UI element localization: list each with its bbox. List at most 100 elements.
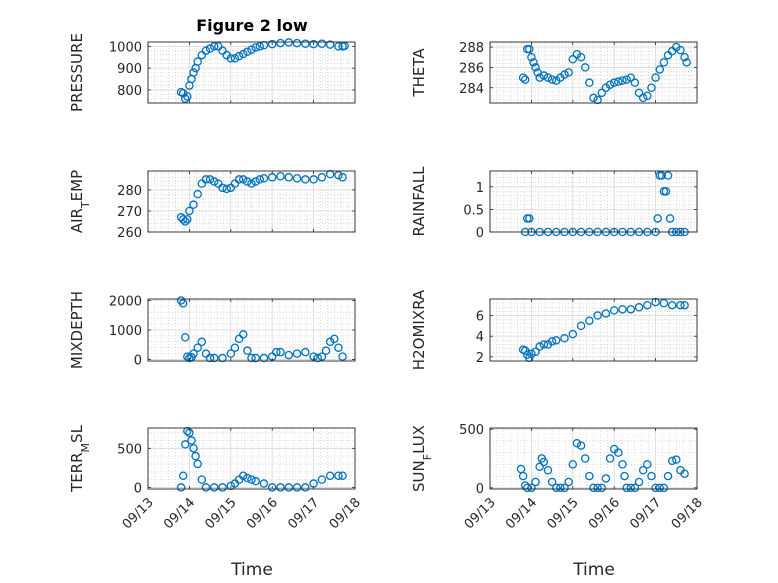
data-point (334, 42, 343, 51)
data-point (593, 311, 602, 320)
subplot-2: 284 286 288 THETA (410, 41, 698, 105)
y-tick-label: 0.5 (463, 203, 484, 218)
data-point (547, 477, 557, 487)
data-point (251, 476, 260, 486)
data-point (527, 349, 536, 359)
y-tick-label: 288 (459, 41, 484, 56)
axes-box (489, 427, 698, 490)
data-point (593, 95, 602, 105)
data-point (317, 475, 327, 484)
data-point (676, 300, 685, 310)
subplot-8: 0 500 09/13 09/14 09/15 09/16 09/17 09/18 SUNFLU… (410, 423, 706, 532)
data-point (676, 45, 685, 55)
data-point (601, 309, 611, 318)
data-point (176, 483, 186, 492)
data-point (539, 71, 549, 80)
data-point (334, 471, 343, 480)
data-point (622, 75, 631, 84)
data-point (605, 454, 615, 463)
x-tick-label: 09/13 (120, 495, 157, 532)
data-point (317, 352, 327, 361)
data-point (680, 53, 689, 62)
data-point (634, 88, 644, 98)
data-point (230, 54, 240, 63)
data-point (585, 471, 594, 481)
data-point (643, 300, 652, 310)
axes-box (489, 170, 698, 233)
data-point (609, 306, 619, 315)
data-point (226, 54, 236, 63)
y-tick-label: 900 (117, 62, 142, 77)
data-point (626, 73, 636, 82)
data-point (601, 474, 611, 483)
data-point (325, 471, 335, 480)
data-point (576, 321, 586, 331)
axes-box (489, 298, 698, 362)
data-point (284, 483, 294, 492)
data-point (643, 91, 652, 101)
data-point (657, 171, 667, 180)
data-point (525, 214, 534, 223)
y-axis-label: PRESSURE (68, 33, 86, 112)
data-point (243, 473, 252, 483)
subplot-7: 0 500 09/13 09/14 09/15 09/16 09/17 09/18 TERRMS… (68, 424, 364, 532)
x-tick-label: 09/18 (669, 495, 706, 532)
data-point (301, 175, 310, 184)
y-tick-label: 500 (117, 442, 142, 457)
data-point (234, 175, 244, 184)
data-point (183, 92, 192, 101)
data-point (638, 93, 648, 103)
data-point (551, 483, 561, 493)
data-point (525, 44, 534, 54)
data-point (243, 346, 252, 355)
data-point (193, 57, 202, 66)
data-point (181, 333, 190, 342)
data-point (259, 174, 269, 183)
data-point (518, 73, 528, 82)
data-point (527, 483, 536, 493)
data-point (243, 47, 252, 57)
data-point (238, 330, 248, 339)
data-point (647, 83, 656, 93)
data-point (197, 337, 207, 347)
data-point (193, 459, 202, 469)
data-point (614, 448, 623, 457)
subplot-5: 0 1000 2000 MIXDEPTH (68, 291, 356, 369)
data-point (659, 58, 669, 67)
data-point (247, 45, 256, 54)
data-point (238, 471, 248, 480)
data-point (618, 460, 627, 469)
data-point (655, 65, 664, 74)
data-point (251, 353, 260, 363)
y-tick-label: 284 (459, 82, 484, 97)
data-point (209, 42, 219, 51)
data-point (593, 483, 602, 493)
subplot-1: 800 900 1000 PRESSURE (68, 33, 356, 112)
data-point (317, 173, 327, 182)
data-point (614, 77, 623, 86)
data-point (226, 481, 236, 491)
data-point (659, 483, 669, 493)
data-point (193, 189, 202, 199)
data-point (527, 53, 536, 62)
data-point (178, 471, 188, 480)
data-point (651, 73, 660, 82)
y-tick-label: 0 (134, 481, 142, 496)
data-point (193, 343, 202, 352)
figure-title: Figure 2 low (196, 16, 308, 35)
data-point (201, 175, 211, 184)
data-point (589, 93, 598, 103)
data-point (284, 350, 294, 360)
data-point (309, 39, 318, 49)
y-tick-label: 4 (476, 330, 484, 345)
data-point (597, 483, 607, 493)
data-point (618, 305, 627, 314)
x-tick-label: 09/17 (285, 495, 322, 532)
data-point (259, 479, 269, 488)
y-tick-label: 1 (476, 181, 484, 196)
data-point (634, 303, 644, 312)
data-point (338, 173, 347, 182)
data-point (680, 469, 689, 478)
data-point (655, 483, 664, 493)
data-point (620, 471, 629, 481)
